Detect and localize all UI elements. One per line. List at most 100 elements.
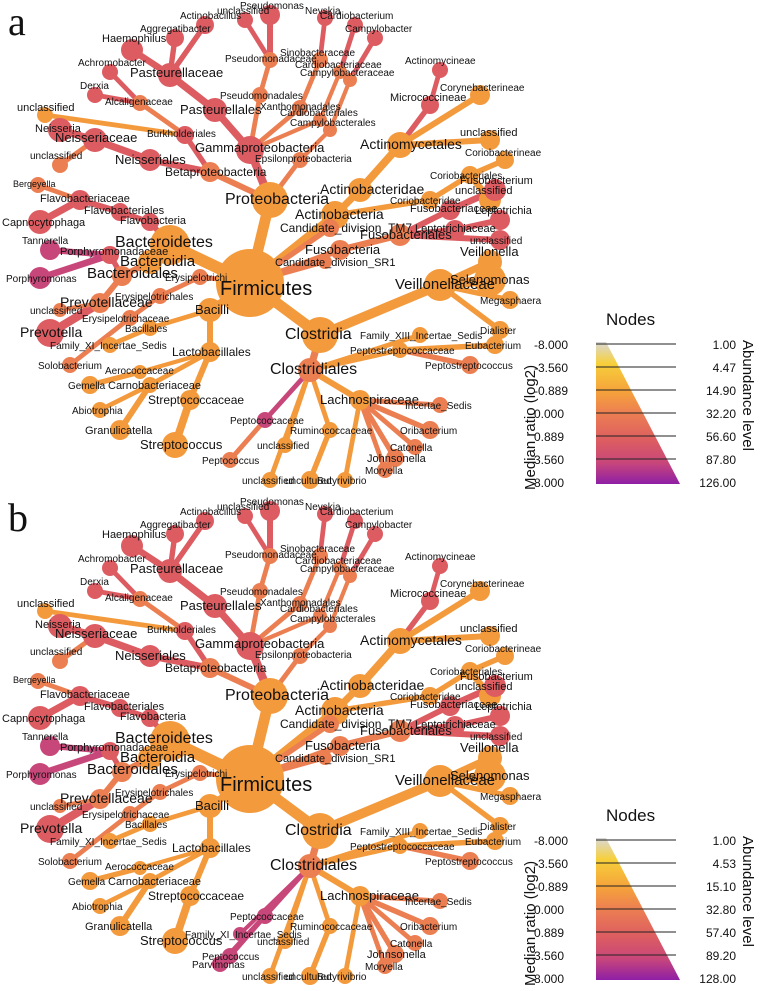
node-label: Solobacterium	[38, 361, 102, 372]
tree-edge	[47, 247, 113, 258]
tree-node	[490, 230, 510, 250]
tree-node	[260, 501, 280, 521]
tree-edge	[397, 137, 493, 148]
tree-edge	[357, 893, 443, 904]
tree-node	[102, 64, 118, 80]
tree-node	[141, 709, 159, 727]
node-label: Oribacterium	[400, 426, 457, 437]
legend-color-wedge	[596, 342, 680, 484]
node-label: Butyrivibrio	[317, 476, 367, 487]
tree-node	[421, 687, 439, 705]
node-label: Bacillales	[125, 324, 167, 335]
tree-node	[200, 838, 220, 858]
legend-level: 87.80	[705, 453, 736, 467]
tree-node	[110, 916, 130, 936]
tree-node	[166, 525, 184, 543]
node-label: Bacilli	[195, 302, 229, 317]
node-label: Actinomycineae	[405, 56, 476, 67]
node-label: Campylobacter	[345, 520, 413, 531]
tree-node	[277, 437, 293, 453]
legend-level: 57.40	[705, 926, 736, 940]
node-label: Leptotrichia	[475, 205, 533, 217]
node-label: Pasteurellales	[180, 102, 262, 117]
node-label: Coriobacteridae	[390, 196, 461, 207]
taxonomy-heat-tree-a: Firmicutes Bacteroidetes BacteroidiaBacter…	[2, 1, 542, 489]
tree-node	[470, 581, 490, 601]
tree-node	[432, 558, 448, 574]
tree-node	[198, 794, 222, 818]
node-label: unclassified	[17, 102, 74, 114]
tree-edge	[47, 743, 113, 754]
node-label: Fusobacterium	[460, 671, 533, 683]
node-label: Neisseria	[35, 123, 82, 135]
node-label: Cardiobacterium	[320, 507, 393, 518]
node-label: Clostridia	[285, 326, 352, 343]
tree-nodes	[28, 5, 519, 489]
tree-edge	[342, 397, 363, 483]
node-label: Dialister	[480, 326, 517, 337]
tree-node	[198, 298, 222, 322]
node-label: Campylobacterales	[290, 614, 376, 625]
node-label: Veillonellaceae	[395, 772, 495, 789]
node-label: unclassified	[30, 151, 82, 162]
tree-node	[347, 17, 363, 33]
node-label: Proteobacteria	[225, 687, 329, 704]
node-label: Moryella	[365, 962, 403, 973]
node-label: Burkholderiales	[147, 129, 216, 140]
node-label: Bergeyella	[13, 675, 56, 685]
node-label: Campylobacter	[345, 24, 413, 35]
taxonomy-heat-tree-b: Firmicutes Bacteroidetes BacteroidiaBacter…	[2, 497, 542, 985]
node-label: unclassified	[30, 306, 82, 317]
tree-node	[139, 645, 161, 667]
tree-node	[196, 512, 214, 530]
tree-node	[480, 130, 500, 150]
tree-node	[421, 191, 439, 209]
tree-node	[192, 765, 208, 781]
node-label: Tannerella	[22, 732, 69, 743]
tree-node	[313, 609, 327, 623]
tree-node	[501, 291, 519, 309]
panel-a: a Firmicutes Bacteroidetes Bacteroidia Bact…	[0, 0, 760, 495]
legend-ratio: 8.000	[534, 476, 565, 490]
node-label: Clostridiales	[270, 857, 357, 874]
node-label: Clostridia	[285, 822, 352, 839]
tree-node	[461, 852, 479, 870]
node-label: Family_XI_Incertae_Sedis	[185, 930, 302, 941]
legend-level: 4.47	[712, 361, 736, 375]
node-label: Candidate_division_SR1	[275, 753, 395, 765]
tree-edge	[315, 776, 445, 836]
tree-edge	[337, 518, 358, 571]
node-label: Nevskia	[305, 502, 341, 513]
tree-node	[343, 569, 357, 583]
tree-node	[432, 893, 448, 909]
tree-node	[330, 240, 350, 260]
tree-node	[237, 508, 253, 524]
node-label: Granulicatella	[85, 921, 153, 933]
node-label: Selenomonas	[450, 768, 530, 783]
tree-node	[330, 736, 350, 756]
tree-node	[312, 52, 328, 68]
tree-node	[36, 815, 64, 843]
tree-edge	[357, 893, 388, 969]
tree-node	[132, 591, 148, 607]
tree-edge	[137, 845, 213, 871]
node-label: Xanthomonadales	[260, 102, 341, 113]
tree-node	[139, 149, 161, 171]
legend-ratio: -0.889	[534, 880, 569, 894]
tree-edge	[347, 531, 378, 579]
tree-node	[484, 675, 506, 697]
tree-node	[70, 190, 90, 210]
legend-ratio: 3.560	[534, 453, 565, 467]
tree-node	[262, 548, 278, 564]
node-label: Incertae_Sedis	[405, 401, 472, 412]
legend-ratio: -3.560	[534, 361, 569, 375]
node-label: Fusobacteria	[305, 242, 381, 257]
tree-node	[348, 178, 372, 202]
node-label: Neisseriaceae	[55, 626, 137, 641]
node-label: Gemella	[68, 381, 106, 392]
node-label: Corynebacterineae	[440, 83, 525, 94]
tree-edge	[315, 280, 445, 340]
tree-node	[421, 917, 439, 935]
tree-node	[440, 696, 460, 716]
tree-edge	[357, 893, 433, 929]
